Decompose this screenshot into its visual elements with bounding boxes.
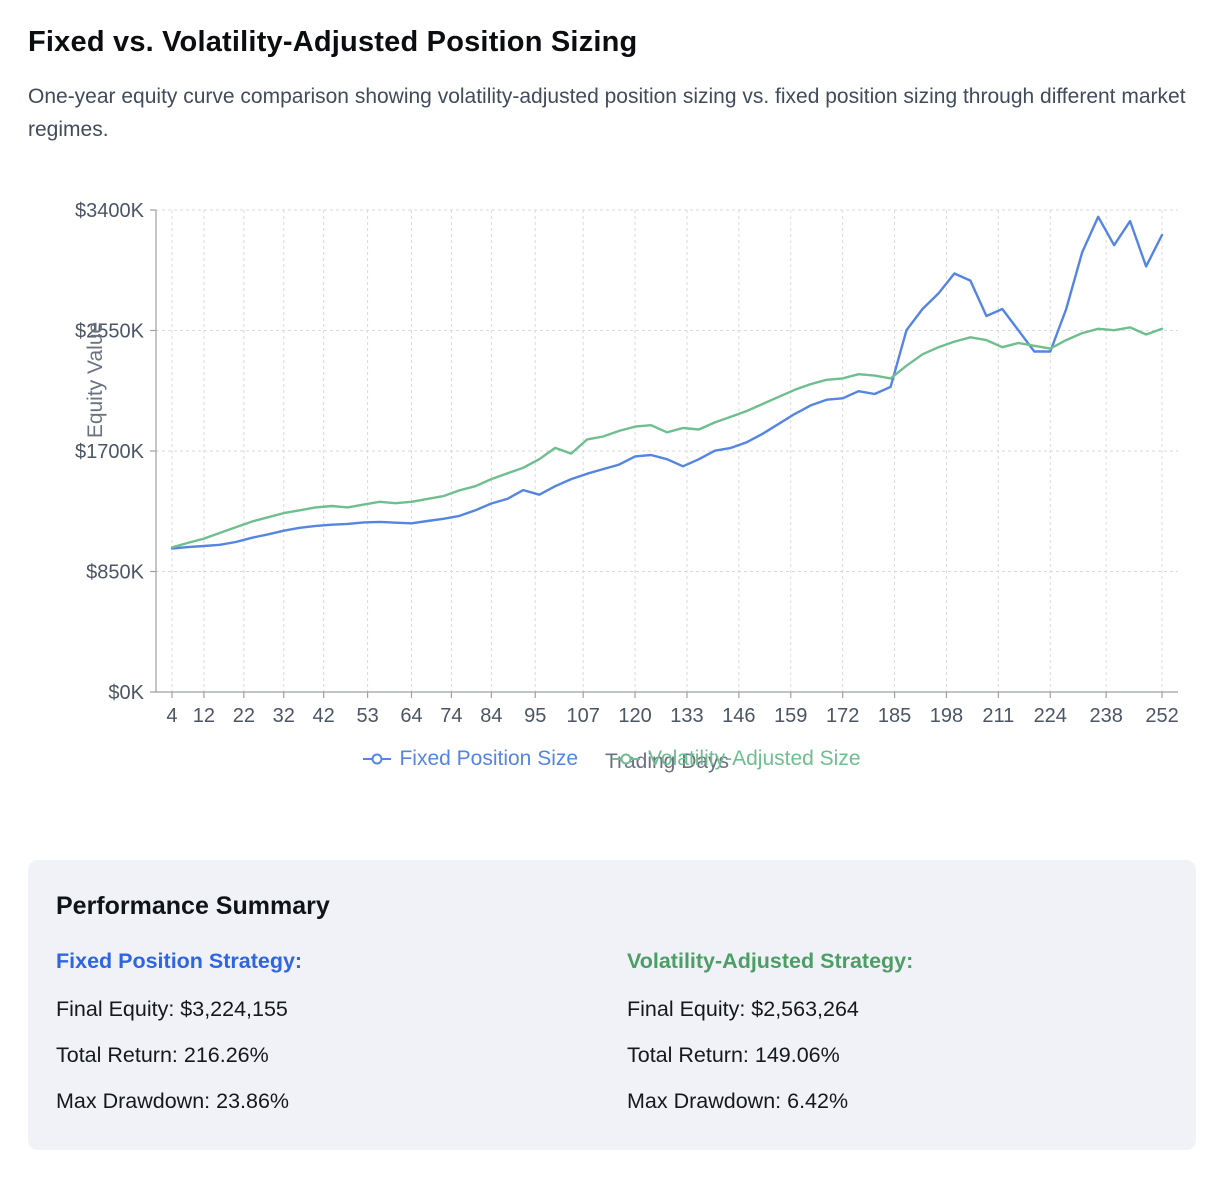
vol-final-equity: Final Equity: $2,563,264 [627, 997, 859, 1022]
x-tick-label: 224 [1034, 705, 1067, 727]
x-tick-label: 74 [440, 705, 462, 727]
x-tick-label: 133 [670, 705, 703, 727]
y-tick-label: $3400K [75, 200, 145, 222]
y-tick-label: $1700K [75, 441, 145, 463]
x-tick-label: 211 [982, 705, 1014, 727]
x-tick-label: 22 [233, 705, 255, 727]
chart-legend: Fixed Position Size Volatility-Adjusted S… [28, 747, 1196, 771]
x-tick-label: 84 [480, 705, 502, 727]
x-tick-label: 4 [166, 705, 177, 727]
summary-columns: Fixed Position Strategy: Final Equity: $… [56, 949, 1168, 1114]
y-axis-title: Equity Value [84, 321, 107, 439]
x-tick-label: 120 [618, 705, 651, 727]
fixed-total-return: Total Return: 216.26% [56, 1043, 269, 1068]
legend-item-0: Fixed Position Size [363, 747, 578, 771]
series-line-0 [170, 215, 1164, 550]
page-title: Fixed vs. Volatility-Adjusted Position S… [28, 26, 638, 58]
x-tick-label: 95 [524, 705, 546, 727]
vol-max-drawdown: Max Drawdown: 6.42% [627, 1089, 849, 1114]
vol-strategy-heading: Volatility-Adjusted Strategy: [627, 949, 914, 974]
equity-curve-chart: 4 12 22 32 42 53 64 74 84 95 107 120 133 146 159 172 185… [28, 192, 1196, 792]
performance-summary-panel: Performance Summary Fixed Position Strat… [28, 860, 1196, 1151]
legend-item-1: Volatility-Adjusted Size [612, 747, 861, 771]
x-tick-label: 12 [193, 705, 215, 727]
vol-total-return: Total Return: 149.06% [627, 1043, 840, 1068]
x-tick-label: 159 [774, 705, 807, 727]
x-axis-title: Trading Days [604, 750, 730, 774]
x-tick-label: 238 [1089, 705, 1122, 727]
fixed-strategy-column: Fixed Position Strategy: Final Equity: $… [56, 949, 597, 1114]
y-tick-label: $0K [108, 682, 144, 704]
x-tick-label: 42 [313, 705, 335, 727]
legend-marker-icon [363, 753, 392, 765]
x-tick-label: 107 [566, 705, 599, 727]
fixed-max-drawdown: Max Drawdown: 23.86% [56, 1089, 290, 1114]
x-tick-label: 185 [878, 705, 911, 727]
x-tick-label: 172 [826, 705, 859, 727]
fixed-final-equity: Final Equity: $3,224,155 [56, 997, 288, 1022]
summary-heading: Performance Summary [56, 892, 330, 921]
x-tick-label: 64 [400, 705, 422, 727]
fixed-strategy-heading: Fixed Position Strategy: [56, 949, 303, 974]
legend-label: Volatility-Adjusted Size [648, 747, 861, 771]
x-tick-label: 53 [356, 705, 378, 727]
x-tick-label: 32 [273, 705, 295, 727]
vol-strategy-column: Volatility-Adjusted Strategy: Final Equi… [627, 949, 1168, 1114]
legend-label: Fixed Position Size [399, 747, 579, 771]
x-tick-label: 146 [722, 705, 755, 727]
legend-marker-icon [612, 753, 641, 765]
x-tick-label: 252 [1145, 705, 1178, 727]
page-subtitle: One-year equity curve comparison showing… [28, 85, 1186, 141]
y-tick-label: $2550K [75, 321, 145, 343]
series-line-1 [170, 326, 1164, 549]
x-tick-label: 198 [930, 705, 963, 727]
y-tick-label: $850K [86, 562, 144, 584]
chart-canvas: 4 12 22 32 42 53 64 74 84 95 107 120 133 146 159 172 185… [75, 200, 1179, 727]
